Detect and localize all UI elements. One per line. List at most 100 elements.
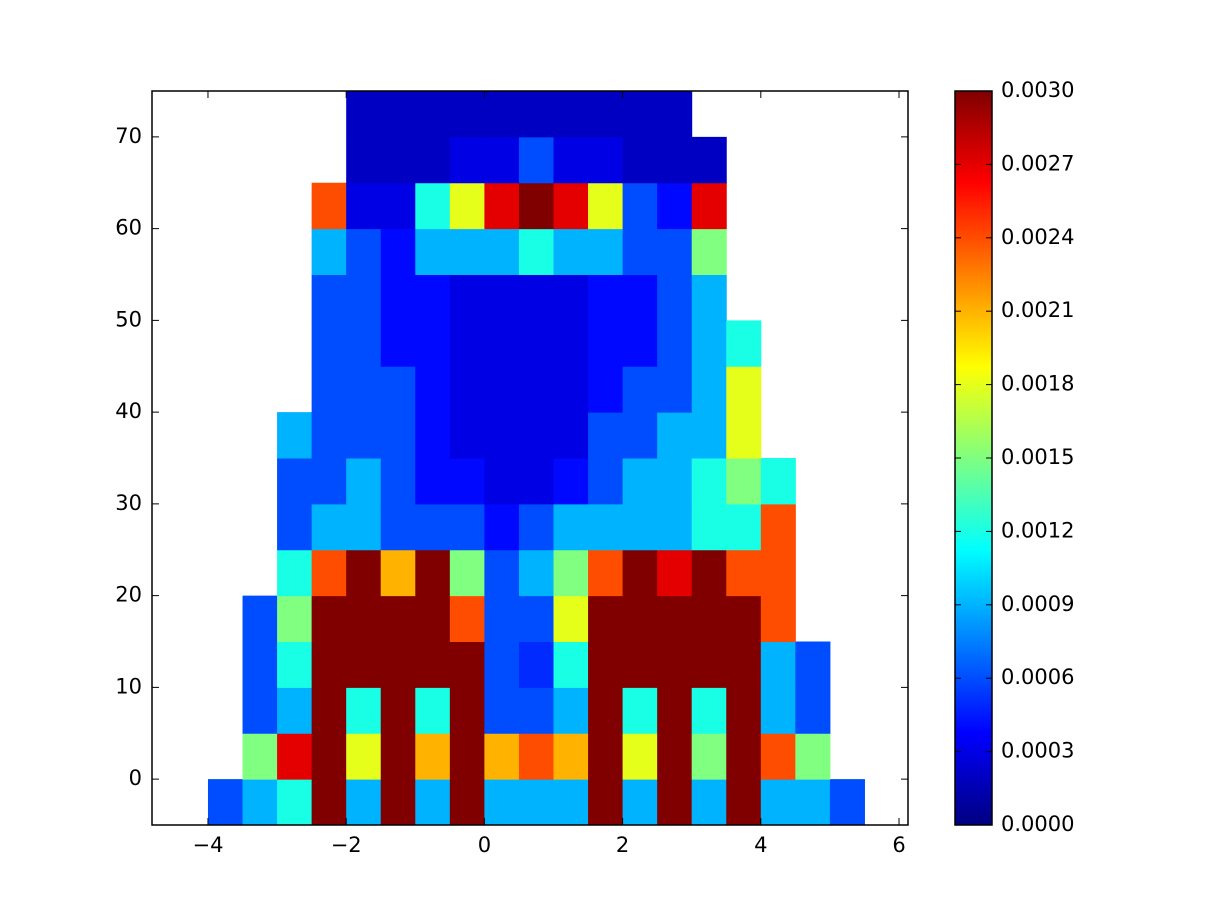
heatmap-cell [311, 503, 347, 551]
heatmap-cell [311, 687, 347, 734]
heatmap-cell [380, 733, 416, 780]
heatmap-cell [415, 458, 451, 505]
heatmap-cell [415, 91, 451, 138]
heatmap-cell [622, 320, 658, 367]
heatmap-cell [449, 595, 485, 642]
heatmap-cell [518, 228, 554, 275]
heatmap-cell [518, 91, 554, 138]
heatmap-cell [311, 733, 347, 780]
heatmap-cell [415, 228, 451, 275]
heatmap-cell [346, 733, 382, 780]
heatmap-cell [553, 91, 589, 138]
heatmap-cell [346, 503, 382, 551]
heatmap-cell [484, 136, 520, 184]
heatmap-cell [795, 779, 831, 826]
heatmap-cell [691, 182, 727, 230]
heatmap-cell [726, 503, 762, 551]
heatmap-cell [726, 733, 762, 780]
heatmap-cell [657, 320, 693, 367]
heatmap-cell [311, 320, 347, 367]
colorbar-tick-label: 0.0009 [1001, 592, 1074, 616]
heatmap-cell [588, 549, 624, 597]
heatmap-cell [657, 549, 693, 597]
heatmap-cell [415, 412, 451, 459]
heatmap-cell [622, 274, 658, 321]
heatmap-cell [346, 320, 382, 367]
heatmap-cell [726, 595, 762, 642]
heatmap-cell [760, 595, 796, 642]
heatmap-cell [346, 458, 382, 505]
heatmap-cell [415, 733, 451, 780]
heatmap-cell [622, 641, 658, 688]
heatmap-cell [449, 228, 485, 275]
heatmap-cell [588, 366, 624, 413]
heatmap-cell [311, 458, 347, 505]
heatmap-cell [518, 412, 554, 459]
heatmap-cell [726, 549, 762, 597]
heatmap-cell [691, 274, 727, 321]
heatmap-cell [795, 687, 831, 734]
heatmap-cell [346, 366, 382, 413]
colorbar-tick-label: 0.0024 [1001, 225, 1074, 249]
heatmap-cell [277, 733, 313, 780]
heatmap-cell [380, 91, 416, 138]
heatmap-cell [553, 458, 589, 505]
heatmap-cell [277, 687, 313, 734]
heatmap-cell [380, 366, 416, 413]
heatmap-cell [484, 549, 520, 597]
heatmap-cell [657, 779, 693, 826]
heatmap-cell [622, 549, 658, 597]
heatmap-cell [726, 687, 762, 734]
heatmap-cell [380, 549, 416, 597]
heatmap-cell [484, 412, 520, 459]
colorbar-tick-label: 0.0003 [1001, 739, 1074, 763]
heatmap-cell [415, 136, 451, 184]
heatmap-cell [588, 595, 624, 642]
heatmap-cell [553, 779, 589, 826]
y-tick-label: 70 [115, 124, 142, 148]
heatmap-cell [760, 503, 796, 551]
heatmap-cell [726, 641, 762, 688]
heatmap-cell [415, 320, 451, 367]
heatmap-cell [415, 549, 451, 597]
heatmap-cell [346, 687, 382, 734]
heatmap-cell [829, 779, 865, 826]
heatmap-cell [449, 182, 485, 230]
heatmap-cell [449, 136, 485, 184]
heatmap-cell [795, 641, 831, 688]
heatmap-cell [277, 641, 313, 688]
heatmap-cell [518, 136, 554, 184]
heatmap-cell [346, 182, 382, 230]
y-tick-label: 20 [115, 583, 142, 607]
heatmap-cell [207, 779, 244, 826]
heatmap-cell [449, 274, 485, 321]
heatmap-cell [449, 733, 485, 780]
heatmap-cell [380, 503, 416, 551]
heatmap-cell [484, 320, 520, 367]
heatmap-cell [311, 228, 347, 275]
x-tick-label: −4 [192, 833, 223, 857]
heatmap-cell [380, 182, 416, 230]
heatmap-cell [484, 274, 520, 321]
heatmap-cell [415, 595, 451, 642]
heatmap-cell [484, 687, 520, 734]
colorbar-tick-label: 0.0000 [1001, 812, 1074, 836]
heatmap-cell [518, 779, 554, 826]
heatmap-cell [277, 779, 313, 826]
colorbar-tick-label: 0.0015 [1001, 445, 1074, 469]
heatmap-cell [380, 136, 416, 184]
heatmap-cell [518, 458, 554, 505]
heatmap-cell [588, 458, 624, 505]
heatmap-cell [449, 641, 485, 688]
heatmap-cell [311, 412, 347, 459]
heatmap-cell [588, 136, 624, 184]
heatmap-cell [242, 779, 278, 826]
heatmap-cell [726, 779, 762, 826]
plot-frame [151, 90, 909, 826]
x-tick-label: 6 [892, 833, 905, 857]
heatmap-cell [380, 412, 416, 459]
heatmap-cell [484, 91, 520, 138]
heatmap-cell [311, 549, 347, 597]
y-tick-label: 0 [129, 766, 142, 790]
heatmap-cell [657, 641, 693, 688]
